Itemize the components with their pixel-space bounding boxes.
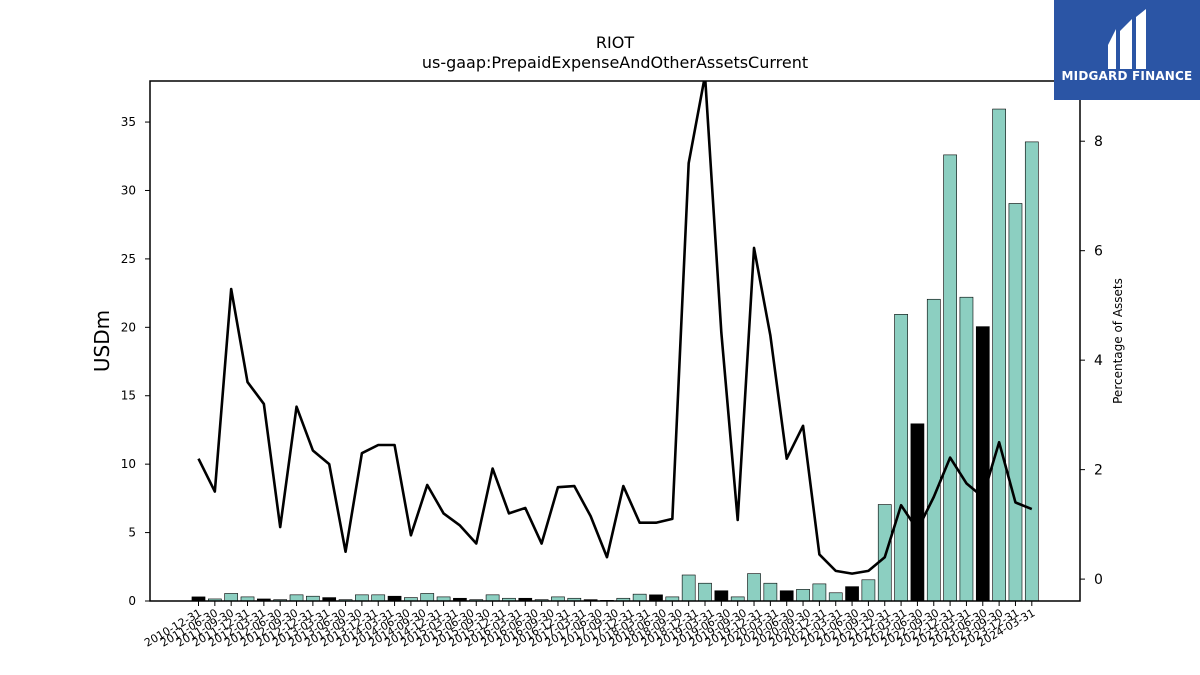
bar — [845, 586, 859, 602]
bar — [763, 582, 778, 602]
bar — [861, 579, 876, 602]
brand-text: MIDGARD FINANCE — [1061, 69, 1193, 83]
bar — [747, 573, 761, 602]
y-tick-label: 20 — [121, 320, 136, 334]
bar — [812, 583, 827, 602]
bar — [632, 593, 647, 602]
y-tick-label: 10 — [121, 457, 136, 471]
logo-mark-icon — [1108, 9, 1146, 69]
bar — [894, 314, 908, 602]
y2-tick-label: 6 — [1094, 244, 1103, 260]
bar — [779, 590, 794, 602]
bar — [828, 592, 843, 602]
y-tick-label: 0 — [128, 594, 136, 608]
x-axis-ticks: 2010-12-312011-06-302011-09-302011-12-31… — [142, 601, 1037, 650]
y2-axis-label: Percentage of Assets — [1111, 278, 1125, 404]
percentage-line — [197, 81, 1033, 575]
plot-frame — [149, 80, 1081, 602]
bar — [289, 594, 304, 602]
chart-title: RIOT — [596, 33, 634, 52]
bar — [371, 594, 386, 602]
line-series — [197, 81, 1033, 575]
bar — [992, 108, 1006, 602]
bar — [698, 582, 712, 602]
y-axis-label: USDm — [90, 310, 114, 372]
chart-subtitle: us-gaap:PrepaidExpenseAndOtherAssetsCurr… — [422, 53, 808, 72]
y2-tick-label: 0 — [1094, 572, 1103, 588]
brand-logo: MIDGARD FINANCE — [1054, 0, 1200, 100]
bar — [1008, 203, 1023, 602]
bar — [910, 423, 925, 602]
bar — [224, 593, 239, 602]
y2-tick-label: 2 — [1094, 463, 1103, 479]
y2-tick-label: 8 — [1094, 134, 1103, 150]
y-tick-label: 35 — [121, 115, 136, 129]
bar — [926, 298, 941, 602]
bar — [943, 154, 957, 602]
left-axis-ticks: 0 5 10 15 20 25 30 35 — [121, 115, 150, 608]
bar — [975, 326, 990, 602]
bar — [681, 574, 696, 602]
bar — [959, 296, 974, 602]
bar — [796, 589, 810, 602]
right-axis-ticks: 0 2 4 6 8 — [1080, 134, 1103, 588]
bar — [420, 593, 435, 602]
y-tick-label: 15 — [121, 389, 136, 403]
bar — [355, 594, 369, 602]
bar — [714, 590, 729, 602]
y2-tick-label: 4 — [1094, 353, 1103, 369]
y-tick-label: 25 — [121, 252, 136, 266]
bar — [485, 594, 500, 602]
bar — [1024, 141, 1039, 602]
bar — [649, 594, 663, 602]
y-tick-label: 5 — [128, 526, 136, 540]
bar — [877, 504, 892, 602]
y-tick-label: 30 — [121, 183, 136, 197]
